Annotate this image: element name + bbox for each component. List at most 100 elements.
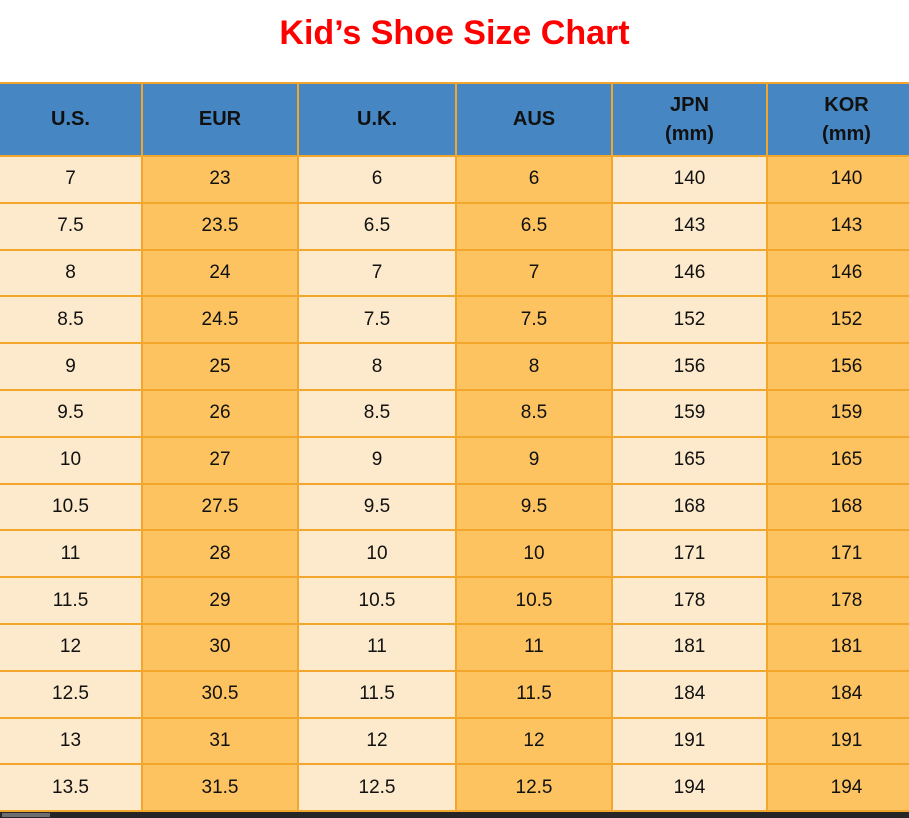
table-cell: 30.5 — [141, 669, 299, 719]
table-cell: 10 — [297, 529, 457, 579]
table-cell: 152 — [611, 295, 768, 345]
column-header-unit: (mm) — [665, 122, 714, 145]
table-row: 8.5 24.5 7.5 7.5 152 152 — [0, 295, 909, 345]
column-header-label: KOR — [824, 93, 869, 116]
column-header-kor: KOR (mm) — [766, 82, 909, 157]
table-row: 9 25 8 8 156 156 — [0, 342, 909, 391]
table-cell: 140 — [611, 155, 768, 204]
table-cell: 143 — [611, 201, 768, 251]
table-cell: 156 — [611, 342, 768, 391]
table-cell: 11 — [455, 622, 613, 672]
table-cell: 194 — [766, 763, 909, 813]
table-cell: 143 — [766, 201, 909, 251]
table-cell: 24.5 — [141, 295, 299, 345]
table-cell: 26 — [141, 388, 299, 438]
table-cell: 31.5 — [141, 763, 299, 813]
table-cell: 178 — [766, 576, 909, 625]
shoe-size-table: U.S. EUR U.K. AUS JPN (mm) KOR (mm) 7 23 6 6 140 140… — [0, 82, 909, 813]
table-cell: 7.5 — [455, 295, 613, 345]
table-cell: 6.5 — [297, 201, 457, 251]
column-header-unit: (mm) — [822, 122, 871, 145]
table-cell: 7.5 — [0, 201, 143, 251]
table-row: 11 28 10 10 171 171 — [0, 529, 909, 579]
table-cell: 8 — [455, 342, 613, 391]
table-row: 13 31 12 12 191 191 — [0, 716, 909, 766]
table-cell: 10.5 — [0, 482, 143, 532]
table-cell: 146 — [611, 248, 768, 298]
table-cell: 11 — [0, 529, 143, 579]
page-title: Kid’s Shoe Size Chart — [279, 14, 630, 52]
column-header-label: JPN — [670, 93, 709, 116]
table-cell: 7.5 — [297, 295, 457, 345]
table-cell: 159 — [766, 388, 909, 438]
table-cell: 7 — [455, 248, 613, 298]
table-cell: 6.5 — [455, 201, 613, 251]
table-cell: 29 — [141, 576, 299, 625]
table-row: 7.5 23.5 6.5 6.5 143 143 — [0, 201, 909, 251]
table-cell: 7 — [297, 248, 457, 298]
table-cell: 11.5 — [0, 576, 143, 625]
table-row: 12 30 11 11 181 181 — [0, 622, 909, 672]
table-cell: 25 — [141, 342, 299, 391]
table-cell: 165 — [766, 435, 909, 485]
table-cell: 28 — [141, 529, 299, 579]
table-row: 8 24 7 7 146 146 — [0, 248, 909, 298]
table-cell: 23.5 — [141, 201, 299, 251]
table-cell: 12 — [0, 622, 143, 672]
table-row: 11.5 29 10.5 10.5 178 178 — [0, 576, 909, 625]
table-cell: 13.5 — [0, 763, 143, 813]
table-cell: 165 — [611, 435, 768, 485]
column-header-jpn: JPN (mm) — [611, 82, 768, 157]
table-cell: 171 — [766, 529, 909, 579]
table-cell: 194 — [611, 763, 768, 813]
table-cell: 9 — [455, 435, 613, 485]
column-header-label: U.K. — [357, 108, 397, 130]
horizontal-scrollbar[interactable] — [0, 812, 909, 818]
table-cell: 9.5 — [297, 482, 457, 532]
table-cell: 178 — [611, 576, 768, 625]
table-row: 10.5 27.5 9.5 9.5 168 168 — [0, 482, 909, 532]
table-cell: 184 — [766, 669, 909, 719]
table-cell: 6 — [297, 155, 457, 204]
table-cell: 140 — [766, 155, 909, 204]
table-row: 7 23 6 6 140 140 — [0, 155, 909, 204]
table-row: 9.5 26 8.5 8.5 159 159 — [0, 388, 909, 438]
column-header-eur: EUR — [141, 82, 299, 157]
table-cell: 10.5 — [297, 576, 457, 625]
table-cell: 30 — [141, 622, 299, 672]
table-cell: 7 — [0, 155, 143, 204]
table-cell: 11.5 — [297, 669, 457, 719]
column-header-us: U.S. — [0, 82, 143, 157]
table-cell: 159 — [611, 388, 768, 438]
table-cell: 8.5 — [297, 388, 457, 438]
table-row: 13.5 31.5 12.5 12.5 194 194 — [0, 763, 909, 813]
table-cell: 152 — [766, 295, 909, 345]
table-body: 7 23 6 6 140 140 7.5 23.5 6.5 6.5 143 143 8 24 7 7 146 14… — [0, 155, 909, 813]
table-cell: 12.5 — [0, 669, 143, 719]
table-cell: 8 — [0, 248, 143, 298]
table-header-row: U.S. EUR U.K. AUS JPN (mm) KOR (mm) — [0, 82, 909, 157]
table-cell: 27 — [141, 435, 299, 485]
table-cell: 12.5 — [455, 763, 613, 813]
table-cell: 8.5 — [0, 295, 143, 345]
scrollbar-thumb[interactable] — [2, 813, 50, 817]
table-cell: 156 — [766, 342, 909, 391]
table-cell: 27.5 — [141, 482, 299, 532]
table-row: 10 27 9 9 165 165 — [0, 435, 909, 485]
table-cell: 171 — [611, 529, 768, 579]
table-cell: 8.5 — [455, 388, 613, 438]
table-cell: 10 — [455, 529, 613, 579]
table-cell: 9.5 — [0, 388, 143, 438]
table-cell: 9 — [0, 342, 143, 391]
table-cell: 11.5 — [455, 669, 613, 719]
table-row: 12.5 30.5 11.5 11.5 184 184 — [0, 669, 909, 719]
table-cell: 9.5 — [455, 482, 613, 532]
table-cell: 31 — [141, 716, 299, 766]
table-cell: 13 — [0, 716, 143, 766]
table-cell: 12 — [455, 716, 613, 766]
table-cell: 146 — [766, 248, 909, 298]
column-header-label: U.S. — [51, 108, 90, 130]
column-header-uk: U.K. — [297, 82, 457, 157]
table-cell: 168 — [611, 482, 768, 532]
table-cell: 168 — [766, 482, 909, 532]
